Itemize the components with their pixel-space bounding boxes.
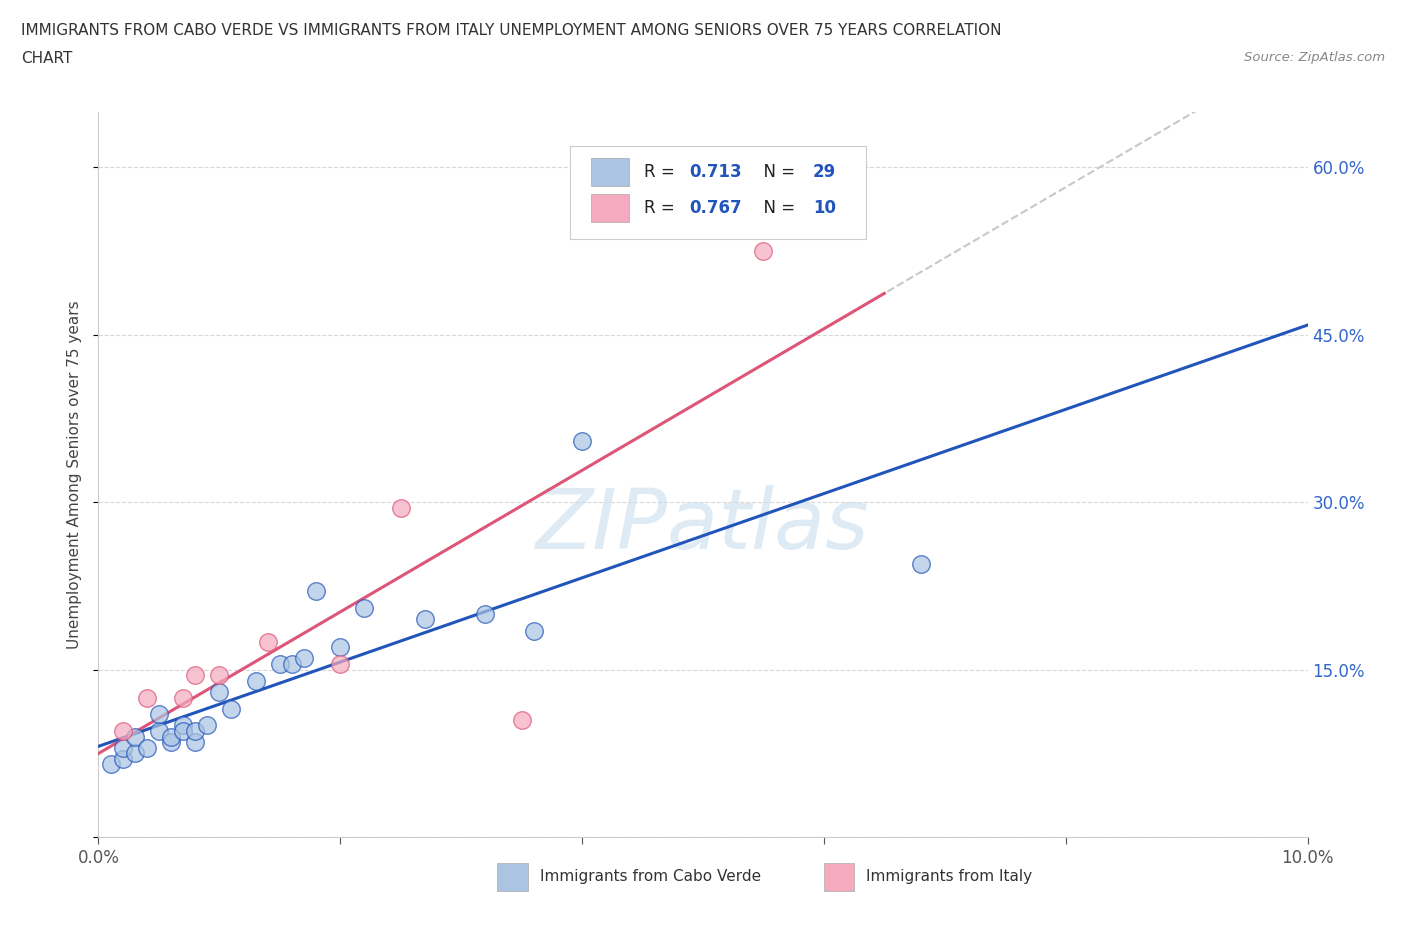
Point	[221, 701, 243, 716]
Point	[100, 757, 122, 772]
Point	[124, 746, 146, 761]
Point	[208, 684, 231, 699]
Point	[292, 651, 315, 666]
Point	[474, 606, 496, 621]
FancyBboxPatch shape	[824, 863, 855, 891]
FancyBboxPatch shape	[591, 158, 630, 186]
Point	[160, 729, 183, 744]
Text: Source: ZipAtlas.com: Source: ZipAtlas.com	[1244, 51, 1385, 64]
Point	[184, 724, 207, 738]
Text: R =: R =	[644, 163, 679, 180]
Point	[184, 735, 207, 750]
Point	[305, 584, 328, 599]
Point	[111, 751, 134, 766]
Point	[571, 433, 593, 448]
Text: 29: 29	[813, 163, 837, 180]
Point	[184, 668, 207, 683]
Point	[523, 623, 546, 638]
Point	[172, 690, 194, 705]
Point	[208, 668, 231, 683]
Point	[353, 601, 375, 616]
Text: CHART: CHART	[21, 51, 73, 66]
Point	[329, 657, 352, 671]
Point	[510, 712, 533, 727]
Y-axis label: Unemployment Among Seniors over 75 years: Unemployment Among Seniors over 75 years	[67, 300, 83, 648]
Point	[124, 729, 146, 744]
Point	[269, 657, 291, 671]
Text: Immigrants from Italy: Immigrants from Italy	[866, 870, 1032, 884]
Text: Immigrants from Cabo Verde: Immigrants from Cabo Verde	[540, 870, 761, 884]
Text: N =: N =	[752, 199, 800, 217]
Text: 0.767: 0.767	[690, 199, 742, 217]
Point	[148, 707, 170, 722]
Point	[389, 500, 412, 515]
Text: IMMIGRANTS FROM CABO VERDE VS IMMIGRANTS FROM ITALY UNEMPLOYMENT AMONG SENIORS O: IMMIGRANTS FROM CABO VERDE VS IMMIGRANTS…	[21, 23, 1001, 38]
Point	[148, 724, 170, 738]
Point	[256, 634, 278, 649]
FancyBboxPatch shape	[498, 863, 527, 891]
Text: R =: R =	[644, 199, 679, 217]
Point	[195, 718, 218, 733]
FancyBboxPatch shape	[591, 194, 630, 222]
Point	[172, 718, 194, 733]
Point	[135, 740, 157, 755]
Text: N =: N =	[752, 163, 800, 180]
Point	[752, 244, 775, 259]
FancyBboxPatch shape	[569, 146, 866, 239]
Text: 0.713: 0.713	[690, 163, 742, 180]
Text: 10: 10	[813, 199, 837, 217]
Point	[160, 735, 183, 750]
Point	[172, 724, 194, 738]
Point	[111, 724, 134, 738]
Text: ZIPatlas: ZIPatlas	[536, 485, 870, 565]
Point	[245, 673, 267, 688]
Point	[281, 657, 304, 671]
Point	[135, 690, 157, 705]
Point	[413, 612, 436, 627]
Point	[111, 740, 134, 755]
Point	[910, 556, 932, 571]
Point	[329, 640, 352, 655]
